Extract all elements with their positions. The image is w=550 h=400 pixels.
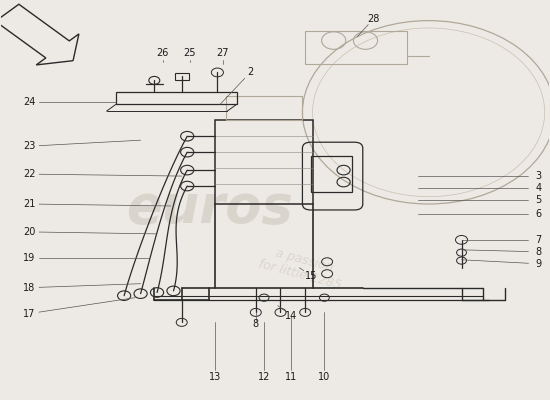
Text: 28: 28 [367,14,380,24]
Text: 26: 26 [156,48,169,58]
Text: 10: 10 [318,372,331,382]
Text: 2: 2 [247,68,254,78]
Text: 23: 23 [23,141,35,151]
Text: euros: euros [126,182,293,234]
Text: 12: 12 [258,372,270,382]
Text: 3: 3 [535,171,541,181]
Text: 7: 7 [535,235,541,245]
Text: 22: 22 [23,169,35,179]
Text: 5: 5 [535,195,541,205]
Text: 24: 24 [23,97,35,107]
Text: 8: 8 [253,318,259,328]
Text: 15: 15 [305,271,317,281]
Text: 9: 9 [535,259,541,269]
Text: 8: 8 [535,247,541,257]
Text: 11: 11 [285,372,298,382]
Text: 13: 13 [208,372,221,382]
Text: 17: 17 [23,309,35,319]
Text: 14: 14 [285,310,298,320]
Text: 21: 21 [23,199,35,209]
Text: 4: 4 [535,183,541,193]
Text: 19: 19 [23,253,35,263]
Text: 27: 27 [217,48,229,58]
Text: 6: 6 [535,209,541,219]
Text: 18: 18 [23,283,35,293]
Text: 25: 25 [184,48,196,58]
Text: a passion
for little 1285: a passion for little 1285 [258,243,347,292]
Text: 20: 20 [23,227,35,237]
